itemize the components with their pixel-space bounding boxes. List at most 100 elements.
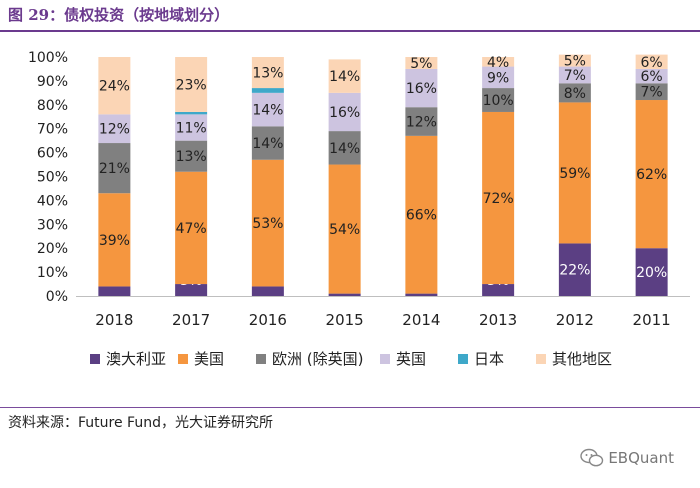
x-tick-label: 2018 [95, 311, 133, 329]
y-tick-label: 70% [37, 122, 68, 138]
data-label: 47% [176, 221, 207, 237]
data-label: 20% [636, 265, 667, 281]
y-tick-label: 50% [37, 170, 68, 186]
bar-segment [635, 100, 668, 249]
data-label: 9% [487, 70, 509, 86]
y-tick-label: 90% [37, 74, 68, 90]
data-label: 24% [99, 79, 130, 95]
data-label: 14% [329, 69, 360, 85]
bar-segment [98, 193, 131, 287]
data-label: 14% [252, 136, 283, 152]
data-label: 39% [99, 233, 130, 249]
bar-segment [635, 83, 668, 101]
watermark: EBQuant [579, 448, 674, 468]
data-label: 66% [406, 208, 437, 224]
bar-segment [558, 83, 591, 103]
data-label: 22% [559, 263, 590, 279]
bar-segment [328, 164, 361, 294]
x-tick-label: 2013 [479, 311, 517, 329]
watermark-text: EBQuant [608, 449, 674, 467]
bar-segment [558, 102, 591, 244]
legend-swatch [90, 354, 100, 364]
bar-segment [175, 114, 208, 141]
bar-segment [175, 57, 208, 112]
bar-segment [635, 54, 668, 69]
bar-segment [328, 293, 361, 296]
bar-segment [482, 57, 515, 67]
data-label: 14% [252, 103, 283, 119]
data-label: 12% [406, 115, 437, 131]
data-label: 23% [176, 77, 207, 93]
bar-segment [635, 68, 668, 84]
data-label: 21% [99, 161, 130, 177]
data-label: 72% [483, 191, 514, 207]
legend-label: 英国 [396, 350, 426, 368]
bar-segment [175, 111, 208, 115]
bar-segment [405, 135, 438, 294]
bar-segment [251, 88, 284, 93]
legend-swatch [536, 354, 546, 364]
bar-segment [405, 68, 438, 108]
y-tick-label: 30% [37, 217, 68, 233]
bar-segment [175, 171, 208, 285]
bar-segment [558, 66, 591, 84]
data-label: 8% [564, 86, 586, 102]
legend-swatch [256, 354, 266, 364]
data-label: 7% [641, 85, 663, 101]
data-label: 10% [483, 93, 514, 109]
bar-segment [482, 284, 515, 296]
bar-segment [482, 66, 515, 89]
bar-segment [98, 57, 131, 115]
data-label: 59% [559, 166, 590, 182]
data-label: 12% [99, 122, 130, 138]
x-tick-label: 2012 [556, 311, 594, 329]
x-tick-label: 2014 [402, 311, 440, 329]
legend-label: 欧洲 (除英国) [272, 350, 363, 368]
data-label: 16% [406, 81, 437, 97]
legend-label: 日本 [474, 350, 504, 368]
figure-title: 图 29：债权投资（按地域划分） [8, 6, 230, 24]
data-label: 54% [329, 222, 360, 238]
y-tick-label: 20% [37, 241, 68, 257]
bar-segment [98, 143, 131, 194]
data-label: 6% [641, 69, 663, 85]
bar-segment [251, 286, 284, 296]
legend-swatch [178, 354, 188, 364]
bar-segment [251, 159, 284, 287]
wechat-icon [579, 448, 603, 467]
bar-segment [251, 57, 284, 89]
title-divider [0, 30, 700, 32]
data-label: 5% [564, 54, 586, 70]
legend-label: 其他地区 [552, 350, 612, 368]
legend-swatch [380, 354, 390, 364]
bar-segment [558, 243, 591, 296]
x-tick-label: 2016 [249, 311, 287, 329]
bar-segment [175, 140, 208, 172]
x-tick-label: 2011 [633, 311, 671, 329]
bar-segment [98, 286, 131, 296]
bar-segment [251, 92, 284, 127]
y-tick-label: 60% [37, 146, 68, 162]
data-label: 11% [176, 121, 207, 137]
legend-label: 澳大利亚 [106, 350, 166, 368]
y-tick-label: 0% [46, 289, 68, 305]
bar-segment [405, 57, 438, 69]
data-label: 7% [564, 68, 586, 84]
bar-segment [328, 131, 361, 165]
bar-segment [175, 284, 208, 296]
data-label: 53% [252, 216, 283, 232]
data-label: 4% [487, 55, 509, 71]
bar-segment [482, 88, 515, 112]
bar-segment [98, 114, 131, 144]
data-label: 13% [252, 66, 283, 82]
x-tick-label: 2015 [326, 311, 364, 329]
y-tick-label: 100% [28, 50, 68, 66]
data-label: 16% [329, 105, 360, 121]
data-label: 62% [636, 167, 667, 183]
bar-segment [558, 54, 591, 67]
bar-segment [251, 126, 284, 160]
stacked-bar-chart: 0% 10% 20% 30% 40% 50% 60% 70% 80% 90% 100% 4% 39% 21… [28, 50, 690, 368]
bar-segment [405, 293, 438, 296]
data-label: 5% [410, 56, 432, 72]
legend-label: 美国 [194, 350, 224, 368]
